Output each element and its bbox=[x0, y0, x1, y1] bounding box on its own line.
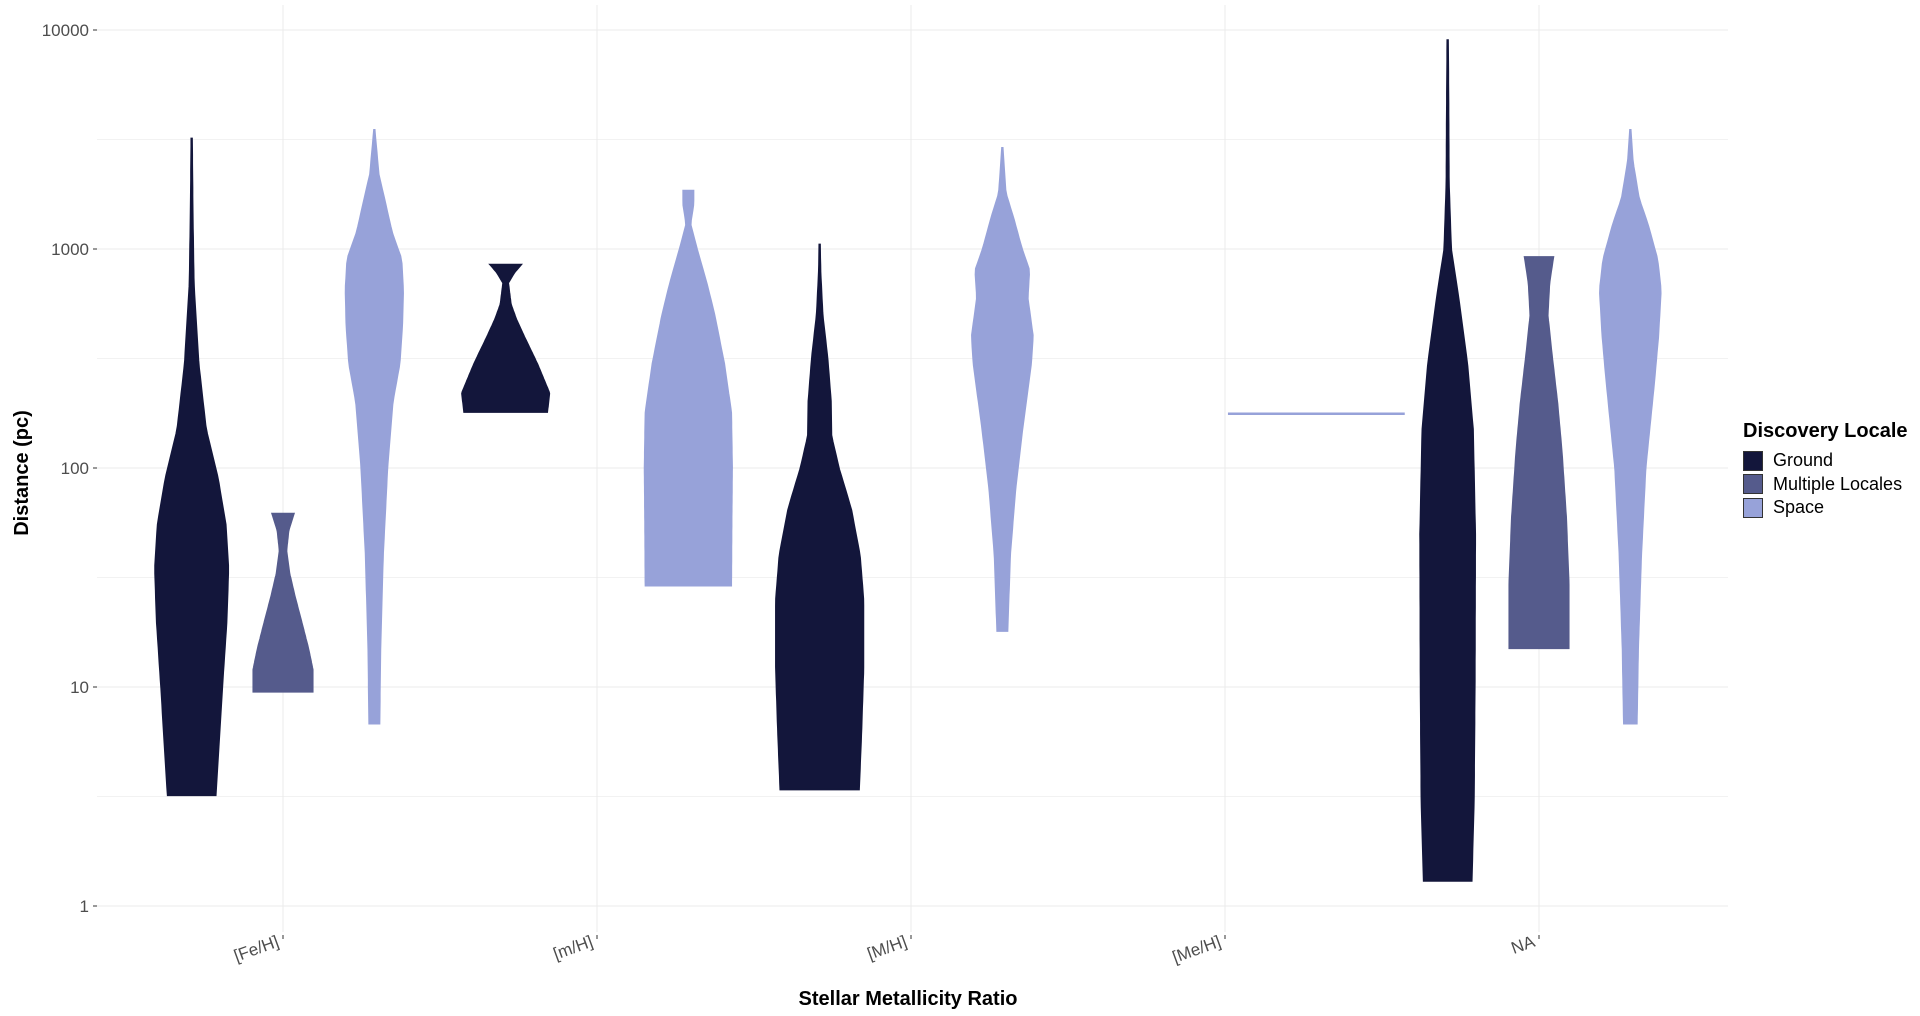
legend-item: Multiple Locales bbox=[1743, 473, 1908, 497]
legend-title: Discovery Locale bbox=[1743, 420, 1908, 442]
violins bbox=[154, 39, 1662, 882]
legend-key-swatch bbox=[1743, 450, 1763, 471]
violin-space-na bbox=[1599, 129, 1662, 725]
x-axis-title: Stellar Metallicity Ratio bbox=[799, 988, 1018, 1010]
y-axis: 1 10 100 1000 10000 bbox=[42, 21, 97, 916]
violin-space-meh bbox=[1227, 412, 1405, 415]
violin-space-feh bbox=[344, 129, 404, 725]
violin-multiple-locales-na bbox=[1508, 256, 1570, 650]
x-axis: [Fe/H] [m/H] [M/H] [Me/H] NA bbox=[231, 932, 1540, 967]
x-tick-label: [Me/H] bbox=[1170, 932, 1224, 967]
violin-ground-feh bbox=[154, 137, 230, 797]
legend-key-swatch bbox=[1743, 474, 1763, 495]
violin-ground-mh bbox=[775, 243, 865, 791]
legend-items: Ground Multiple Locales Space bbox=[1743, 449, 1908, 520]
x-tick-label: [Fe/H] bbox=[231, 932, 281, 966]
y-tick-label: 100 bbox=[61, 459, 89, 478]
violin-space-mh bbox=[971, 146, 1034, 632]
legend-label: Space bbox=[1773, 497, 1825, 518]
y-tick-label: 1 bbox=[80, 897, 89, 916]
violin-space-mh bbox=[643, 189, 733, 587]
legend: Discovery Locale Ground Multiple Locales S… bbox=[1743, 420, 1908, 520]
legend-label: Ground bbox=[1773, 450, 1834, 471]
y-tick-label: 1000 bbox=[51, 240, 89, 259]
violin-multiple-locales-feh bbox=[252, 512, 314, 693]
x-tick-label: NA bbox=[1509, 932, 1538, 958]
violin-ground-na bbox=[1419, 39, 1477, 882]
grid-lines bbox=[97, 5, 1728, 932]
x-tick-label: [M/H] bbox=[865, 932, 910, 964]
y-tick-label: 10000 bbox=[42, 21, 89, 40]
x-tick-label: [m/H] bbox=[551, 932, 596, 964]
y-tick-label: 10 bbox=[70, 678, 89, 697]
legend-key-swatch bbox=[1743, 497, 1763, 518]
legend-item: Ground bbox=[1743, 449, 1908, 473]
y-axis-title: Distance (pc) bbox=[11, 410, 33, 536]
legend-label: Multiple Locales bbox=[1773, 473, 1903, 494]
violin-ground-mh bbox=[461, 263, 551, 413]
legend-item: Space bbox=[1743, 496, 1908, 520]
